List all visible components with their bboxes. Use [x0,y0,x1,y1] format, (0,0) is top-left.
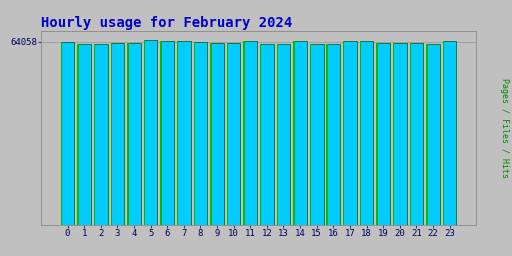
Bar [111,43,112,225]
Bar [194,42,207,225]
Bar [393,43,394,225]
Bar [111,43,124,225]
Bar [210,42,211,225]
Bar [94,44,108,225]
Bar [160,41,174,225]
Bar [77,45,79,225]
Bar [360,41,361,225]
Bar [327,44,328,225]
Bar [243,41,245,225]
Bar [61,42,62,225]
Bar [144,40,157,225]
Bar [177,41,178,225]
Bar [293,41,307,225]
Bar [77,45,91,225]
Bar [160,41,162,225]
Bar [443,41,456,225]
Bar [227,43,241,225]
Text: Hourly usage for February 2024: Hourly usage for February 2024 [41,16,292,29]
Bar [360,41,373,225]
Bar [194,42,195,225]
Bar [376,43,378,225]
Bar [327,44,340,225]
Bar [144,40,145,225]
Bar [276,44,278,225]
Bar [177,41,190,225]
Bar [243,41,257,225]
Bar [376,43,390,225]
Bar [94,44,95,225]
Bar [310,44,324,225]
Bar [410,44,411,225]
Bar [426,44,428,225]
Bar [310,44,311,225]
Bar [293,41,294,225]
Text: Pages / Files / Hits: Pages / Files / Hits [500,78,509,178]
Bar [343,41,357,225]
Bar [260,44,262,225]
Bar [393,43,407,225]
Bar [127,43,141,225]
Bar [343,41,345,225]
Bar [443,41,444,225]
Bar [260,44,274,225]
Bar [426,44,440,225]
Bar [227,43,228,225]
Bar [210,42,224,225]
Bar [276,44,290,225]
Bar [410,44,423,225]
Bar [61,42,74,225]
Bar [127,43,129,225]
